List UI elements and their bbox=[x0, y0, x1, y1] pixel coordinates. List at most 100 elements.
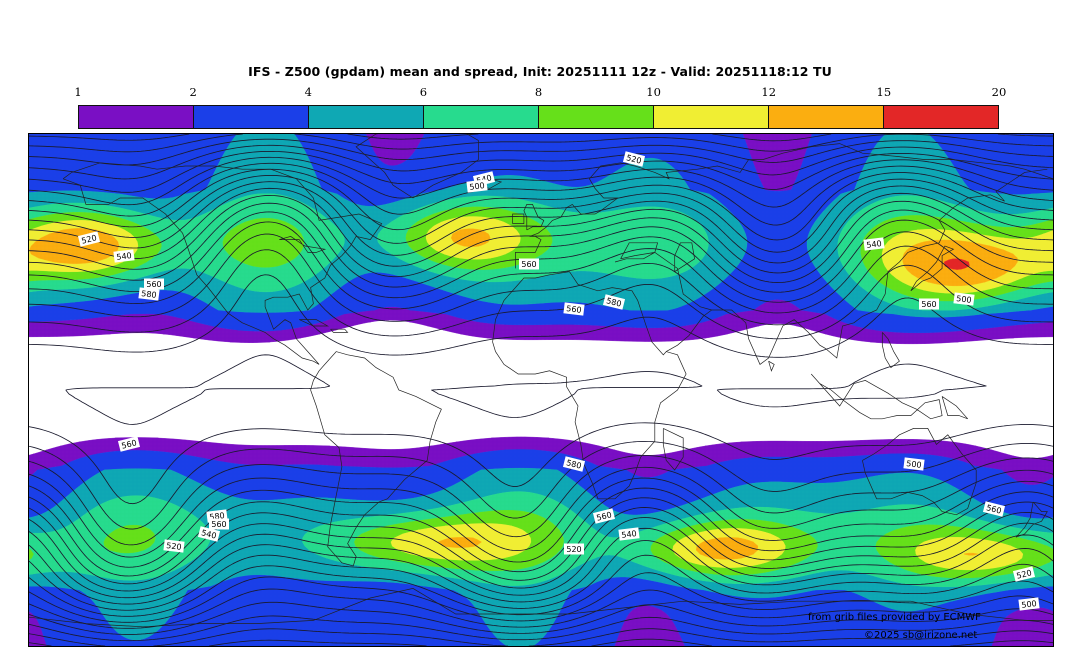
data-source-credit: from grib files provided by ECMWF bbox=[808, 612, 981, 623]
contour-label-chip bbox=[592, 508, 616, 524]
contour-label-chip bbox=[919, 298, 939, 310]
contour-label-text: 500 bbox=[469, 181, 485, 192]
colorbar-tick-15: 15 bbox=[876, 85, 892, 99]
contour-label-text: 500 bbox=[906, 459, 922, 470]
contour-label-text: 560 bbox=[211, 520, 226, 529]
contour-label: 580 bbox=[602, 294, 626, 310]
contour-label-text: 560 bbox=[985, 503, 1002, 515]
spread-band-12-15 bbox=[29, 228, 1018, 560]
contour-label: 560 bbox=[982, 501, 1006, 517]
contour-label-chip bbox=[953, 292, 975, 306]
contour-label: 500 bbox=[466, 179, 488, 193]
colorbar-bands bbox=[78, 105, 999, 129]
colorbar-tick-12: 12 bbox=[761, 85, 777, 99]
colorbar-tick-10: 10 bbox=[646, 85, 661, 99]
contour-label-text: 520 bbox=[566, 545, 581, 554]
contour-label-chip bbox=[618, 527, 640, 541]
contour-label-chip bbox=[77, 231, 101, 247]
colorbar-band-12-15 bbox=[769, 106, 884, 128]
contour-label-text: 560 bbox=[921, 300, 936, 309]
contour-label-chip bbox=[982, 501, 1006, 517]
contour-label-chip bbox=[903, 457, 925, 471]
contour-label-text: 560 bbox=[146, 280, 161, 289]
map-panel: 5205405605805205405005605605805205405605… bbox=[28, 133, 1054, 647]
contour-label: 520 bbox=[564, 543, 584, 555]
contour-label: 560 bbox=[117, 436, 141, 452]
colorbar-band-4-6 bbox=[309, 106, 424, 128]
colorbar-tick-labels: 1 2 4 6 8 10 12 15 20 bbox=[74, 85, 1006, 103]
contour-label-text: 560 bbox=[596, 510, 613, 522]
contour-label-chip bbox=[138, 287, 160, 301]
contour-label-chip bbox=[602, 294, 626, 310]
z500-contours bbox=[29, 134, 1053, 646]
contour-label: 540 bbox=[863, 237, 885, 251]
contour-label-text: 540 bbox=[116, 251, 132, 262]
colorbar-band-8-10 bbox=[539, 106, 654, 128]
contour-label-text: 540 bbox=[866, 239, 882, 250]
contour-label-text: 540 bbox=[621, 529, 637, 540]
colorbar-tick-4: 4 bbox=[304, 85, 312, 99]
contour-label: 520 bbox=[77, 231, 101, 247]
contour-label-chip bbox=[466, 179, 488, 193]
contour-label: 560 bbox=[919, 298, 939, 310]
coastlines bbox=[29, 134, 1053, 628]
contour-label: 560 bbox=[209, 518, 229, 530]
colorbar-band-6-8 bbox=[424, 106, 539, 128]
contour-label-text: 560 bbox=[121, 438, 138, 450]
contour-label-chip bbox=[622, 151, 646, 167]
contour-label: 560 bbox=[519, 258, 539, 270]
contour-label: 500 bbox=[1018, 597, 1040, 611]
copyright-credit: ©2025 sb@irizone.net bbox=[864, 630, 978, 641]
contour-label-text: 520 bbox=[625, 153, 642, 165]
contour-label-chip bbox=[197, 526, 221, 542]
contour-label-text: 580 bbox=[141, 289, 157, 300]
contour-label: 520 bbox=[1012, 566, 1036, 582]
contour-label: 500 bbox=[903, 457, 925, 471]
contour-label-text: 500 bbox=[1021, 599, 1037, 610]
colorbar-tick-20: 20 bbox=[991, 85, 1007, 99]
contour-label-chip bbox=[209, 518, 229, 530]
contour-label: 580 bbox=[138, 287, 160, 301]
contour-label-chip bbox=[144, 278, 164, 290]
contour-label-chip bbox=[117, 436, 141, 452]
contour-label-chip bbox=[863, 237, 885, 251]
colorbar-tick-6: 6 bbox=[419, 85, 428, 99]
contour-label-text: 560 bbox=[566, 304, 582, 315]
contour-label-chip bbox=[1012, 566, 1036, 582]
contour-label-text: 520 bbox=[166, 541, 182, 552]
colorbar-band-1-2 bbox=[79, 106, 194, 128]
colorbar-tick-8: 8 bbox=[534, 85, 543, 99]
contour-label: 500 bbox=[953, 292, 975, 306]
colorbar-tick-2: 2 bbox=[189, 85, 197, 99]
colorbar-tick-1: 1 bbox=[74, 85, 82, 99]
contour-label: 520 bbox=[163, 539, 185, 553]
contour-label-text: 540 bbox=[200, 528, 217, 540]
chart-title: IFS - Z500 (gpdam) mean and spread, Init… bbox=[248, 64, 832, 79]
contour-label-text: 500 bbox=[956, 294, 972, 305]
colorbar-band-2-4 bbox=[194, 106, 309, 128]
colorbar-band-10-12 bbox=[654, 106, 769, 128]
contour-label-chip bbox=[563, 302, 585, 316]
contour-label: 560 bbox=[563, 302, 585, 316]
contour-label-chip bbox=[519, 258, 539, 270]
contour-label: 560 bbox=[592, 508, 616, 524]
spread-band-15-20 bbox=[943, 258, 970, 270]
contour-label-chip bbox=[1018, 597, 1040, 611]
contour-label-chip bbox=[564, 543, 584, 555]
contour-label: 540 bbox=[197, 526, 221, 542]
contour-label-text: 520 bbox=[81, 233, 98, 245]
map-canvas: 5205405605805205405005605605805205405605… bbox=[29, 134, 1053, 646]
contour-label-text: 580 bbox=[605, 296, 622, 308]
spread-band-4-6 bbox=[29, 134, 1053, 646]
contour-label: 560 bbox=[144, 278, 164, 290]
contour-label-text: 520 bbox=[1016, 568, 1033, 580]
contour-label-chip bbox=[163, 539, 185, 553]
colorbar: 1 2 4 6 8 10 12 15 20 bbox=[74, 85, 1006, 129]
contour-label: 520 bbox=[622, 151, 646, 167]
contour-label: 540 bbox=[618, 527, 640, 541]
contour-label-text: 560 bbox=[521, 260, 536, 269]
contour-label: 580 bbox=[562, 456, 586, 472]
contour-label-text: 580 bbox=[209, 511, 225, 522]
contour-label: 540 bbox=[113, 249, 135, 263]
